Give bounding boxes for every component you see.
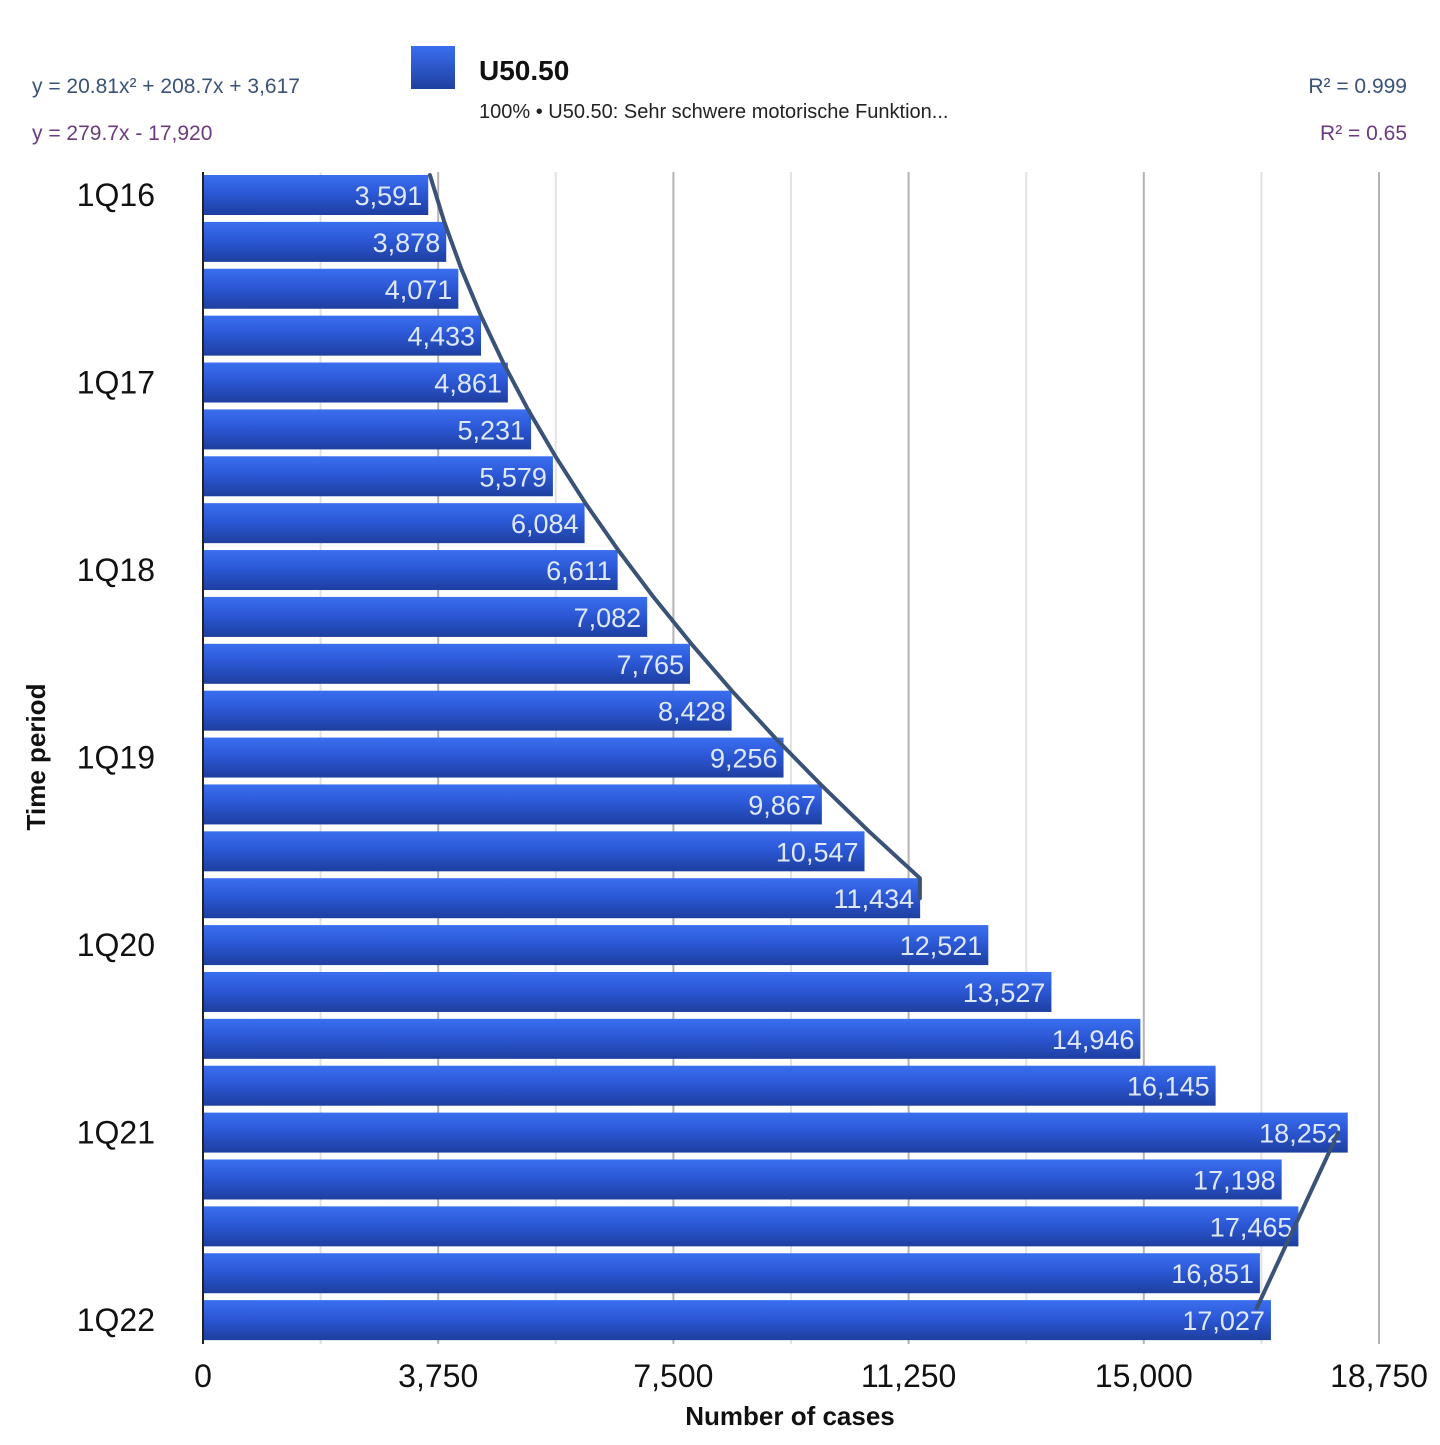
bar-value-label: 9,256	[710, 744, 778, 774]
y-axis-title: Time period	[21, 684, 51, 831]
bar-value-label: 9,867	[748, 790, 816, 820]
trendline-2-equation: y = 279.7x - 17,920	[32, 122, 212, 145]
bar-value-label: 7,082	[574, 603, 642, 633]
bar	[204, 1206, 1299, 1247]
bar	[204, 268, 459, 309]
bar-value-label: 11,434	[834, 884, 915, 914]
bar-value-label: 14,946	[1052, 1025, 1135, 1055]
trendline-2-r2: R² = 0.65	[1320, 122, 1407, 145]
x-tick-label: 18,750	[1330, 1358, 1428, 1394]
x-tick-label: 3,750	[398, 1358, 478, 1394]
bar-value-label: 8,428	[658, 697, 726, 727]
bar-value-label: 3,878	[373, 228, 441, 258]
trendline-1-r2: R² = 0.999	[1308, 75, 1407, 98]
category-label: 1Q16	[77, 177, 155, 213]
x-axis-title: Number of cases	[685, 1401, 895, 1431]
bar	[204, 971, 1052, 1012]
bar-value-label: 3,591	[355, 181, 423, 211]
bar	[204, 550, 618, 591]
bar-value-label: 17,027	[1182, 1306, 1265, 1336]
bar-value-label: 10,547	[776, 837, 859, 867]
bar	[204, 1112, 1348, 1153]
bar	[204, 221, 447, 262]
bar	[204, 315, 482, 356]
x-tick-label: 0	[194, 1358, 212, 1394]
bar-value-label: 4,433	[407, 322, 475, 352]
bar-value-label: 6,084	[511, 509, 579, 539]
x-tick-label: 7,500	[633, 1358, 713, 1394]
bar	[204, 643, 691, 684]
bar	[204, 362, 508, 403]
trendline-polynomial	[427, 173, 922, 901]
bar	[204, 503, 585, 544]
bar	[204, 1065, 1216, 1106]
bar-value-label: 12,521	[900, 931, 983, 961]
bar-value-label: 5,579	[479, 462, 547, 492]
x-tick-label: 11,250	[861, 1358, 957, 1394]
bar	[204, 690, 732, 731]
bar-value-label: 13,527	[963, 978, 1046, 1008]
bar-value-label: 17,198	[1193, 1165, 1276, 1195]
bar-value-label: 4,071	[385, 275, 453, 305]
bar	[204, 878, 921, 919]
category-label: 1Q17	[77, 365, 155, 401]
legend-title: U50.50	[479, 55, 569, 86]
category-label: 1Q21	[77, 1115, 155, 1151]
bar-value-label: 18,252	[1259, 1119, 1342, 1149]
bar	[204, 831, 865, 872]
bar	[204, 175, 429, 215]
bar-value-label: 5,231	[458, 415, 526, 445]
bar-value-label: 17,465	[1210, 1212, 1293, 1242]
category-label: 1Q19	[77, 740, 155, 776]
bar-value-label: 7,765	[616, 650, 684, 680]
bar	[204, 925, 989, 966]
category-label: 1Q18	[77, 552, 155, 588]
x-tick-labels: 0 3,750 7,500 11,250 15,000 18,750	[194, 1358, 1428, 1394]
trendlines	[427, 173, 1341, 1311]
bar-labels: 3,591 3,878 4,071 4,433 4,861 5,231 5,579 6,084…	[355, 181, 1342, 1336]
bar	[204, 409, 532, 450]
category-label: 1Q22	[77, 1302, 155, 1338]
trendline-linear	[1254, 1130, 1341, 1311]
bars	[204, 175, 1348, 1341]
bar-value-label: 16,851	[1171, 1259, 1254, 1289]
bar	[204, 1159, 1282, 1200]
trendline-1-equation: y = 20.81x² + 208.7x + 3,617	[32, 75, 300, 98]
legend-swatch	[411, 46, 455, 89]
bar	[204, 737, 784, 778]
bar	[204, 784, 822, 825]
bar	[204, 1300, 1271, 1341]
bar	[204, 1253, 1260, 1294]
bar	[204, 596, 648, 637]
bar-value-label: 16,145	[1127, 1072, 1210, 1102]
category-labels: 1Q16 1Q17 1Q18 1Q19 1Q20 1Q21 1Q22	[77, 177, 155, 1338]
x-tick-label: 15,000	[1095, 1358, 1193, 1394]
bar-value-label: 6,611	[546, 556, 612, 586]
legend-subtitle: 100% • U50.50: Sehr schwere motorische F…	[479, 101, 948, 123]
bar	[204, 1018, 1141, 1059]
category-label: 1Q20	[77, 927, 155, 963]
bar	[204, 456, 553, 497]
bar-value-label: 4,861	[434, 369, 502, 399]
